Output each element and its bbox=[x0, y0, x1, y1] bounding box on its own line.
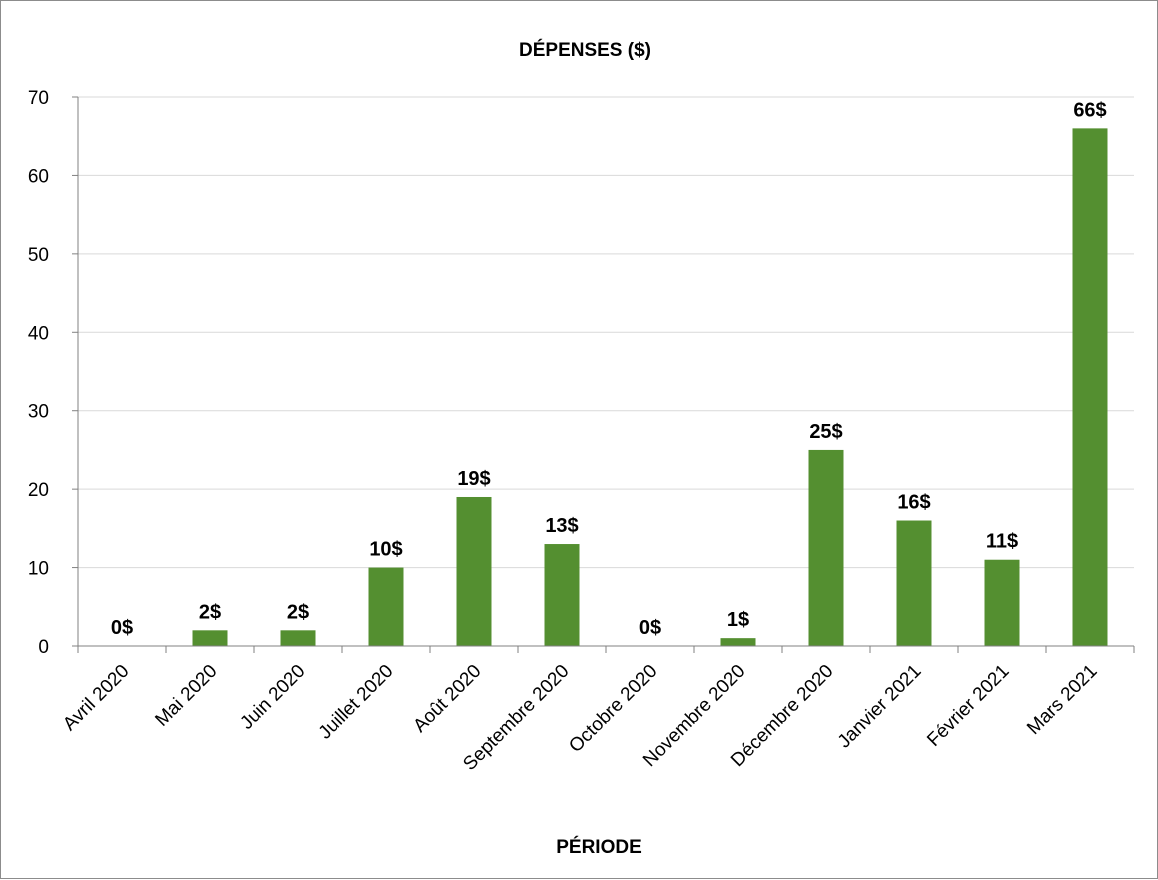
data-label: 25$ bbox=[809, 421, 842, 443]
x-tick-label: Août 2020 bbox=[409, 661, 485, 737]
data-label: 16$ bbox=[897, 492, 930, 514]
y-tick-label: 10 bbox=[28, 559, 49, 580]
bar bbox=[808, 449, 844, 646]
y-tick-label: 0 bbox=[38, 637, 49, 658]
data-label: 13$ bbox=[545, 515, 578, 537]
chart-title: DÉPENSES ($) bbox=[519, 39, 651, 61]
data-label: 66$ bbox=[1073, 99, 1106, 121]
bar bbox=[368, 567, 404, 646]
bar bbox=[720, 638, 756, 646]
y-tick-label: 20 bbox=[28, 480, 49, 501]
x-tick-label: Avril 2020 bbox=[59, 661, 133, 735]
x-axis-title: PÉRIODE bbox=[556, 836, 642, 858]
y-tick-label: 40 bbox=[28, 323, 49, 344]
data-label: 1$ bbox=[727, 609, 749, 631]
bar bbox=[896, 520, 932, 646]
data-label: 11$ bbox=[986, 531, 1018, 553]
data-label: 10$ bbox=[369, 539, 402, 561]
bars bbox=[192, 128, 1108, 646]
bar bbox=[984, 559, 1020, 646]
bar bbox=[544, 544, 580, 646]
bar bbox=[280, 630, 316, 646]
bar bbox=[456, 496, 492, 646]
data-label: 0$ bbox=[111, 617, 133, 639]
bar bbox=[192, 630, 228, 646]
y-tick-label: 50 bbox=[28, 245, 49, 266]
bar bbox=[1072, 128, 1108, 646]
x-tick-label: Juillet 2020 bbox=[315, 661, 398, 744]
axes bbox=[72, 96, 1135, 653]
data-label: 2$ bbox=[199, 601, 221, 623]
x-tick-label: Mai 2020 bbox=[151, 661, 221, 731]
x-tick-label: Janvier 2021 bbox=[834, 661, 926, 753]
data-label: 2$ bbox=[287, 601, 309, 623]
x-tick-labels: Avril 2020 Mai 2020 Juin 2020 Juillet 2020 A… bbox=[59, 661, 1101, 775]
y-tick-label: 70 bbox=[28, 88, 49, 109]
y-tick-label: 30 bbox=[28, 402, 49, 423]
x-tick-label: Février 2021 bbox=[923, 661, 1013, 751]
y-tick-label: 60 bbox=[28, 166, 49, 187]
y-tick-labels: 0 10 20 30 40 50 60 70 bbox=[28, 88, 49, 658]
x-tick-label: Mars 2021 bbox=[1023, 661, 1101, 739]
x-tick-label: Octobre 2020 bbox=[565, 661, 661, 757]
data-labels: 0$ 2$ 2$ 10$ 19$ 13$ 0$ 1$ 25$ 16$ 11$ 66$ bbox=[111, 99, 1107, 639]
data-label: 19$ bbox=[457, 468, 490, 490]
x-tick-label: Juin 2020 bbox=[236, 661, 309, 734]
gridlines bbox=[78, 96, 1134, 569]
data-label: 0$ bbox=[639, 617, 661, 639]
